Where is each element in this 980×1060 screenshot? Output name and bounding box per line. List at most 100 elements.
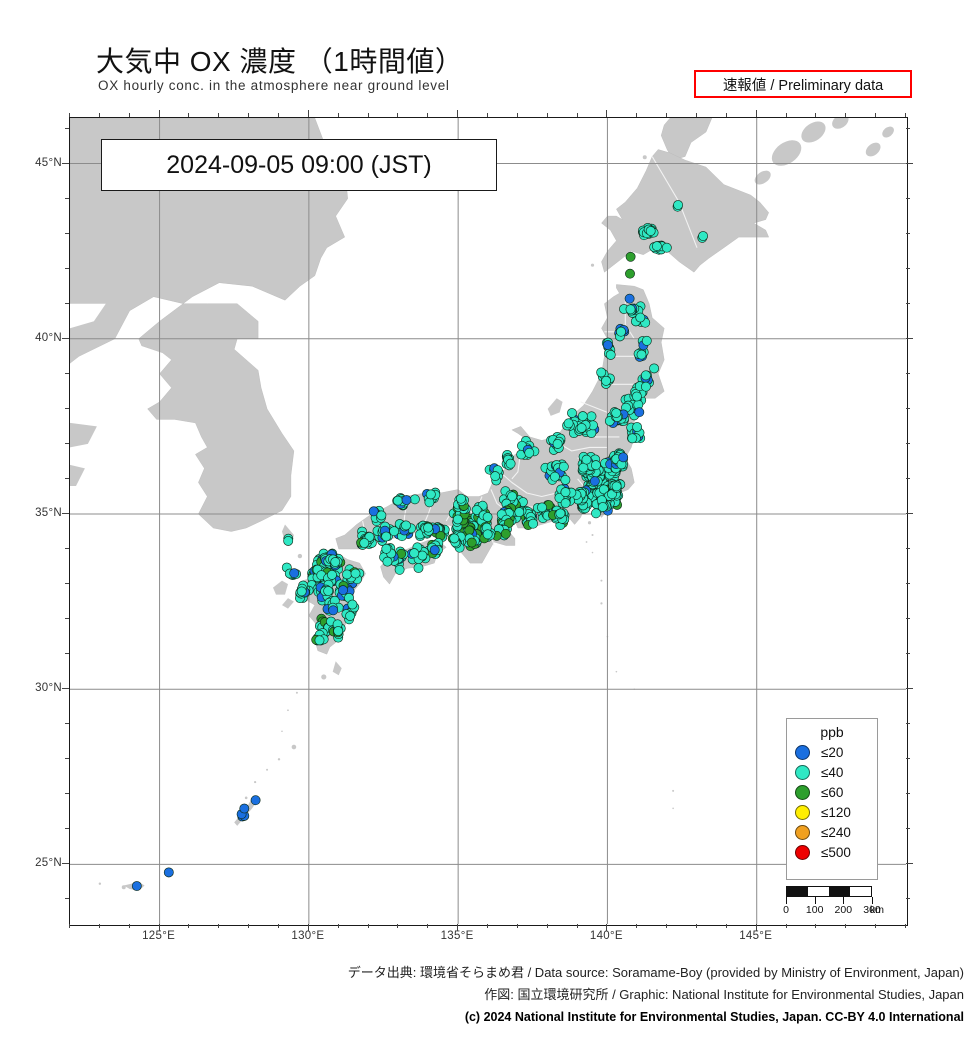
axis-tick bbox=[397, 924, 399, 928]
page-title: 大気中 OX 濃度 （1時間値） bbox=[96, 46, 464, 77]
legend-item[interactable]: ≤20 bbox=[787, 742, 877, 762]
axis-tick bbox=[218, 113, 220, 117]
legend-item-label: ≤20 bbox=[821, 744, 844, 760]
axis-tick bbox=[278, 113, 279, 117]
axis-tick bbox=[875, 924, 877, 928]
legend-item[interactable]: ≤500 bbox=[787, 842, 877, 862]
axis-tick bbox=[906, 758, 910, 760]
scale-tick-label: 0 bbox=[783, 904, 789, 916]
axis-tick bbox=[606, 924, 608, 931]
axis-tick bbox=[397, 113, 399, 117]
legend-color-swatch bbox=[795, 784, 810, 800]
axis-tick bbox=[755, 924, 757, 931]
axis-tick bbox=[65, 898, 69, 900]
scale-segment bbox=[829, 887, 850, 896]
legend-color-swatch bbox=[795, 744, 810, 760]
axis-tick bbox=[65, 723, 69, 725]
axis-tick bbox=[62, 512, 69, 514]
axis-tick bbox=[906, 302, 910, 304]
legend-color-swatch bbox=[795, 804, 810, 820]
axis-tick bbox=[906, 267, 910, 269]
scale-bar-ticks bbox=[786, 897, 873, 904]
axis-tick bbox=[158, 110, 160, 117]
legend-item-label: ≤240 bbox=[821, 824, 851, 840]
legend-item-label: ≤40 bbox=[821, 764, 844, 780]
scale-tick-label: 300 bbox=[863, 904, 881, 916]
axis-tick bbox=[98, 113, 100, 117]
axis-tick bbox=[815, 113, 817, 117]
axis-tick bbox=[906, 723, 910, 725]
axis-tick bbox=[906, 127, 910, 129]
axis-tick bbox=[62, 863, 69, 865]
station-points bbox=[131, 200, 709, 891]
axis-tick bbox=[65, 653, 69, 655]
axis-tick bbox=[65, 267, 69, 269]
axis-tick bbox=[427, 113, 429, 117]
legend-item-label: ≤120 bbox=[821, 804, 851, 820]
axis-tick bbox=[487, 924, 488, 928]
axis-tick bbox=[906, 618, 910, 620]
axis-tick bbox=[906, 512, 913, 514]
axis-tick bbox=[906, 583, 910, 585]
scale-segment bbox=[850, 887, 871, 896]
axis-tick bbox=[666, 113, 668, 117]
axis-tick bbox=[65, 828, 69, 830]
axis-tick bbox=[337, 924, 339, 928]
x-axis-labels: 125°E 130°E 135°E 140°E 145°E bbox=[69, 930, 908, 954]
map-canvas bbox=[70, 118, 907, 925]
scale-tick-label: 200 bbox=[834, 904, 853, 916]
axis-tick bbox=[906, 688, 913, 690]
axis-tick bbox=[128, 113, 130, 117]
axis-tick bbox=[875, 113, 877, 117]
axis-tick bbox=[696, 924, 697, 928]
axis-tick bbox=[427, 924, 429, 928]
legend-item-label: ≤500 bbox=[821, 844, 851, 860]
axis-tick bbox=[188, 113, 190, 117]
axis-tick bbox=[906, 162, 913, 164]
axis-tick bbox=[576, 113, 578, 117]
axis-tick bbox=[815, 924, 817, 928]
axis-tick bbox=[516, 113, 518, 117]
axis-tick bbox=[69, 113, 70, 117]
map-panel[interactable] bbox=[69, 117, 908, 926]
legend-item[interactable]: ≤40 bbox=[787, 762, 877, 782]
scale-segment bbox=[808, 887, 829, 896]
footer-graphic: 作図: 国立環境研究所 / Graphic: National Institut… bbox=[484, 987, 964, 1002]
legend-color-swatch bbox=[795, 824, 810, 840]
x-tick-label: 125°E bbox=[142, 930, 176, 942]
timestamp-box: 2024-09-05 09:00 (JST) bbox=[101, 139, 497, 191]
legend-items: ≤20 ≤40 ≤60 ≤120 ≤240 ≤500 bbox=[787, 742, 877, 862]
axis-tick bbox=[65, 618, 69, 620]
axis-tick bbox=[65, 477, 69, 479]
y-tick-label: 40°N bbox=[35, 331, 62, 344]
legend-color-swatch bbox=[795, 764, 810, 780]
preliminary-data-badge: 速報値 / Preliminary data bbox=[694, 70, 912, 98]
axis-tick bbox=[906, 442, 910, 444]
axis-tick bbox=[128, 924, 130, 928]
axis-tick bbox=[785, 113, 787, 117]
axis-tick bbox=[188, 924, 190, 928]
scale-bar-segments bbox=[786, 886, 872, 897]
axis-tick bbox=[248, 924, 250, 928]
x-tick-label: 130°E bbox=[291, 930, 325, 942]
axis-tick bbox=[905, 924, 906, 928]
axis-tick bbox=[218, 924, 220, 928]
axis-tick bbox=[845, 924, 847, 928]
legend-title: ppb bbox=[820, 724, 844, 740]
legend-item[interactable]: ≤60 bbox=[787, 782, 877, 802]
axis-tick bbox=[755, 110, 757, 117]
legend-panel: ppb ≤20 ≤40 ≤60 ≤120 ≤240 ≤500 bbox=[786, 718, 878, 880]
axis-tick bbox=[307, 110, 309, 117]
axis-tick bbox=[65, 407, 69, 409]
y-tick-label: 45°N bbox=[35, 156, 62, 169]
axis-tick bbox=[906, 548, 910, 550]
scale-tick bbox=[843, 897, 845, 904]
legend-item[interactable]: ≤120 bbox=[787, 802, 877, 822]
legend-item[interactable]: ≤240 bbox=[787, 822, 877, 842]
axis-tick bbox=[65, 758, 69, 760]
x-tick-label: 140°E bbox=[589, 930, 623, 942]
x-tick-label: 145°E bbox=[739, 930, 773, 942]
axis-tick bbox=[516, 924, 518, 928]
map-graphics bbox=[70, 118, 906, 924]
